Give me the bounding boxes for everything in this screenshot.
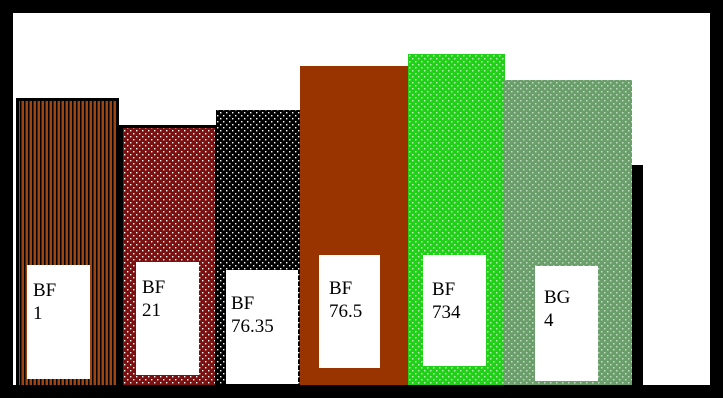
book-3-class: BF [231,293,255,314]
book-1-label: BF 1 [27,265,90,379]
book-4-number: 76.5 [329,301,363,322]
book-3-label: BF 76.35 [226,270,298,384]
book-5-label: BF 734 [423,255,486,366]
book-2-class: BF [142,277,166,298]
book-4-label: BF 76.5 [319,255,380,368]
book-6-class: BG [544,287,571,308]
book-6-number: 4 [544,310,554,331]
book-1-class: BF [33,280,57,301]
book-5-number: 734 [432,302,461,323]
book-5-class: BF [432,279,456,300]
book-6-label: BG 4 [535,266,598,381]
book-2-number: 21 [142,300,161,321]
book-2-label: BF 21 [136,262,199,375]
book-1-number: 1 [33,303,43,324]
book-4-class: BF [329,278,353,299]
book-3-number: 76.35 [231,316,274,337]
